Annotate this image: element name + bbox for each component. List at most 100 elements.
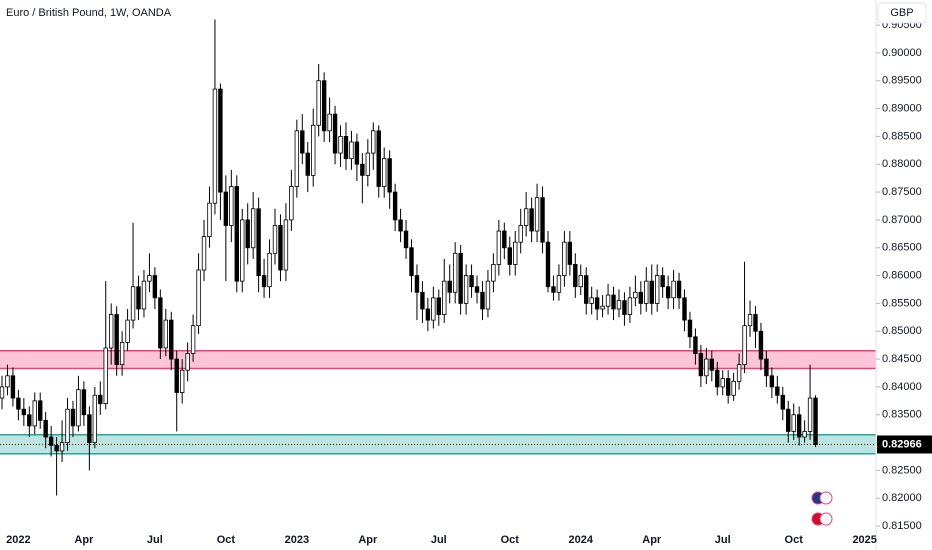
candle-body bbox=[578, 275, 583, 288]
candle-body bbox=[605, 294, 611, 307]
candle-body bbox=[98, 394, 103, 405]
candle-body bbox=[742, 325, 747, 366]
candle-body bbox=[234, 186, 239, 282]
candle-body bbox=[267, 252, 272, 288]
candle-body bbox=[704, 358, 709, 377]
candle-body bbox=[256, 208, 261, 276]
candle-body bbox=[245, 219, 250, 249]
candle-body bbox=[616, 300, 622, 310]
candle-body bbox=[796, 414, 802, 438]
y-tick-label: 0.89500 bbox=[882, 75, 922, 87]
candle-body bbox=[43, 419, 48, 438]
x-tick-label: 2023 bbox=[285, 534, 309, 546]
y-tick-label: 0.82000 bbox=[882, 492, 922, 504]
candle-body bbox=[240, 219, 245, 282]
candle-body bbox=[698, 353, 704, 377]
candle-body bbox=[59, 442, 65, 452]
candle-body bbox=[502, 230, 507, 249]
candle-body bbox=[185, 353, 190, 371]
y-tick-label: 0.87500 bbox=[882, 186, 922, 198]
x-tick-label: Jul bbox=[147, 534, 163, 546]
candle-body bbox=[775, 386, 780, 396]
candle-body bbox=[556, 275, 562, 293]
candle-body bbox=[545, 241, 551, 288]
flag-icon[interactable] bbox=[819, 512, 833, 526]
candle-body bbox=[436, 297, 441, 315]
candles bbox=[0, 19, 876, 496]
candle-body bbox=[338, 135, 343, 154]
candle-body bbox=[780, 394, 785, 410]
candle-body bbox=[807, 397, 813, 432]
y-tick-label: 0.87000 bbox=[882, 214, 922, 226]
y-tick-label: 0.84500 bbox=[882, 353, 922, 365]
candle-body bbox=[261, 275, 267, 288]
candle-body bbox=[250, 208, 256, 249]
candle-body bbox=[442, 280, 447, 315]
candle-body bbox=[431, 297, 436, 321]
y-tick-label: 0.83500 bbox=[882, 409, 922, 421]
candle-body bbox=[529, 208, 534, 232]
candle-body bbox=[638, 291, 644, 304]
candle-body bbox=[10, 375, 16, 399]
candle-body bbox=[70, 408, 76, 427]
candle-body bbox=[736, 364, 742, 382]
candle-body bbox=[381, 158, 387, 187]
candle-body bbox=[764, 358, 769, 377]
x-tick-label: Apr bbox=[358, 534, 378, 546]
y-tick-label: 0.82500 bbox=[882, 464, 922, 476]
zone bbox=[0, 350, 876, 369]
candle-body bbox=[201, 236, 207, 271]
candle-body bbox=[0, 386, 5, 399]
candle-body bbox=[354, 141, 360, 165]
candle-body bbox=[48, 436, 54, 446]
candle-body bbox=[480, 291, 485, 310]
currency[interactable]: GBP bbox=[890, 7, 913, 19]
candle-body bbox=[278, 225, 283, 271]
y-tick-label: 0.81500 bbox=[882, 520, 922, 532]
candle-body bbox=[474, 286, 480, 293]
candle-body bbox=[687, 319, 693, 338]
candle-body bbox=[611, 294, 616, 310]
candle-body bbox=[179, 369, 185, 393]
candle-body bbox=[649, 280, 654, 304]
candle-body bbox=[676, 280, 682, 299]
candle-body bbox=[81, 389, 87, 416]
x-tick-label: Jul bbox=[431, 534, 447, 546]
candle-body bbox=[272, 225, 278, 254]
candle-body bbox=[540, 197, 545, 243]
candle-body bbox=[283, 219, 289, 271]
candle-body bbox=[633, 291, 638, 299]
candle-body bbox=[190, 325, 196, 354]
candle-body bbox=[38, 400, 43, 421]
candle-body bbox=[223, 191, 229, 226]
candle-body bbox=[229, 186, 234, 226]
candle-body bbox=[163, 319, 168, 349]
candle-body bbox=[92, 394, 98, 443]
candle-body bbox=[622, 300, 627, 315]
y-tick-label: 0.85000 bbox=[882, 325, 922, 337]
candle-body bbox=[463, 275, 469, 304]
candle-body bbox=[207, 202, 212, 238]
candle-body bbox=[316, 80, 321, 126]
y-tick-label: 0.90000 bbox=[882, 47, 922, 59]
candle-body bbox=[371, 130, 376, 154]
candle-body bbox=[534, 197, 540, 232]
currency-box[interactable] bbox=[877, 2, 927, 24]
candle-body bbox=[387, 158, 392, 193]
candle-body bbox=[409, 247, 414, 276]
candle-body bbox=[709, 358, 714, 371]
x-tick-label: 2024 bbox=[569, 534, 594, 546]
candle-body bbox=[141, 280, 147, 310]
candle-body bbox=[758, 330, 764, 360]
candle-body bbox=[16, 397, 21, 410]
gbp-flag-icon[interactable] bbox=[819, 491, 833, 505]
y-tick-label: 0.88000 bbox=[882, 158, 922, 170]
candle-body bbox=[5, 375, 10, 388]
candle-body bbox=[65, 408, 70, 443]
x-tick-label: Apr bbox=[74, 534, 94, 546]
candle-body bbox=[655, 275, 660, 304]
candle-body bbox=[715, 369, 720, 388]
candle-body bbox=[791, 414, 796, 432]
x-tick-label: Oct bbox=[501, 534, 520, 546]
symbol-icons[interactable] bbox=[811, 491, 833, 526]
